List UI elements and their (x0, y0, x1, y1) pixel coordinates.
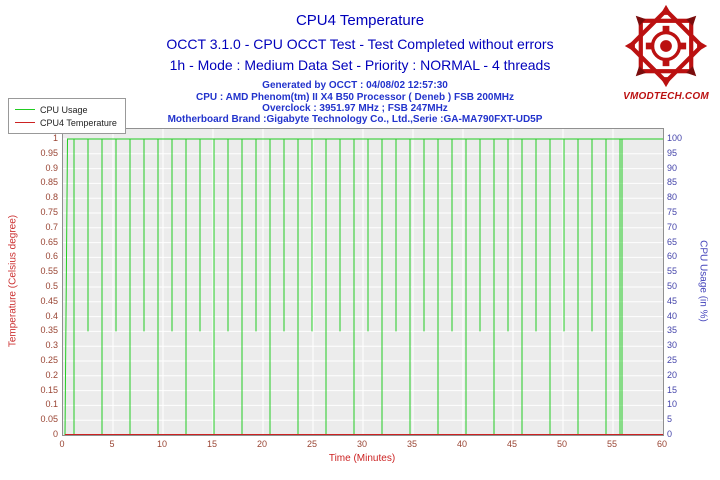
tick-left-label: 0.7 (45, 221, 58, 232)
y-left-axis-title: Temperature (Celsius degree) (7, 214, 19, 348)
tick-left-label: 0.85 (40, 177, 58, 188)
tick-right-label: 85 (667, 177, 678, 188)
cpu-usage-line (64, 138, 663, 435)
tick-right-label: 30 (667, 340, 678, 351)
tick-left-label: 0.3 (45, 340, 58, 351)
tick-x-label: 25 (306, 439, 317, 449)
tick-left-label: 0.65 (40, 236, 58, 247)
plot-area (62, 128, 664, 436)
tick-x-label: 35 (406, 439, 417, 449)
tick-right-label: 75 (667, 207, 678, 217)
vmodtech-logo-text: VMODTECH.COM (623, 91, 709, 102)
tick-right-label: 95 (667, 147, 678, 158)
tick-x-label: 0 (59, 439, 65, 449)
tick-left-label: 0.1 (45, 399, 58, 410)
tick-left-label: 0.15 (40, 384, 58, 395)
tick-right-label: 35 (667, 325, 678, 336)
tick-right-label: 70 (667, 221, 678, 232)
tick-right-label: 10 (667, 399, 678, 410)
tick-left-label: 0.55 (40, 266, 58, 277)
tick-left-label: 0.4 (45, 310, 58, 321)
x-axis-title: Time (Minutes) (328, 453, 396, 464)
tick-left-label: 1 (52, 133, 58, 143)
tick-left-label: 0.25 (40, 355, 58, 365)
tick-x-label: 15 (206, 439, 217, 449)
legend-item-cpu-usage: CPU Usage (15, 103, 117, 116)
tick-left-label: 0.35 (40, 325, 58, 336)
tick-x-label: 40 (456, 439, 467, 449)
tick-right-label: 50 (667, 281, 678, 291)
tick-right-label: 0 (667, 429, 673, 439)
cpu4-temperature-line-swatch (15, 122, 35, 123)
tick-x-label: 55 (606, 439, 617, 449)
tick-left-label: 0.6 (45, 251, 58, 262)
cpu-usage-line-swatch (15, 109, 35, 110)
info-overclock: Overclock : 3951.97 MHz ; FSB 247MHz (262, 103, 448, 114)
tick-left-label: 0.2 (45, 369, 58, 380)
tick-x-label: 30 (356, 439, 367, 449)
legend-label-cpu-usage: CPU Usage (40, 104, 88, 115)
y-right-axis-title: CPU Usage (in %) (697, 240, 709, 322)
tick-right-label: 55 (667, 266, 678, 277)
tick-x-label: 10 (156, 439, 167, 449)
tick-left-label: 0 (52, 429, 58, 439)
tick-left-label: 0.5 (45, 281, 58, 291)
tick-left-label: 0.75 (40, 207, 58, 217)
tick-right-label: 80 (667, 192, 678, 203)
tick-x-label: 5 (109, 439, 115, 449)
tick-right-label: 100 (667, 133, 683, 143)
legend-label-cpu4-temperature: CPU4 Temperature (40, 117, 117, 128)
tick-x-label: 20 (256, 439, 267, 449)
info-cpu: CPU : AMD Phenom(tm) II X4 B50 Processor… (195, 92, 515, 103)
tick-right-label: 65 (667, 236, 678, 247)
tick-x-label: 60 (656, 439, 667, 449)
legend-item-cpu4-temperature: CPU4 Temperature (15, 116, 117, 129)
tick-left-label: 0.9 (45, 162, 58, 173)
tick-right-label: 20 (667, 369, 678, 380)
chart-title: CPU4 Temperature (295, 12, 425, 29)
info-motherboard: Motherboard Brand :Gigabyte Technology C… (167, 114, 543, 125)
tick-x-label: 45 (506, 439, 517, 449)
tick-x-label: 50 (556, 439, 567, 449)
tick-left-label: 0.95 (40, 147, 58, 158)
tick-right-label: 60 (667, 251, 678, 262)
plot-canvas (63, 129, 663, 435)
tick-left-label: 0.05 (40, 414, 58, 425)
chart-legend: CPU Usage CPU4 Temperature (8, 98, 126, 134)
chart-subtitle-test: OCCT 3.1.0 - CPU OCCT Test - Test Comple… (166, 36, 554, 52)
tick-right-label: 5 (667, 414, 673, 425)
chart-subtitle-mode: 1h - Mode : Medium Data Set - Priority :… (169, 57, 551, 73)
tick-left-label: 0.45 (40, 295, 58, 306)
tick-right-label: 45 (667, 295, 678, 306)
tick-right-label: 40 (667, 310, 678, 321)
tick-right-label: 15 (667, 384, 678, 395)
tick-left-label: 0.8 (45, 192, 58, 203)
vmodtech-emblem-icon (624, 4, 708, 88)
tick-right-label: 90 (667, 162, 678, 173)
tick-right-label: 25 (667, 355, 678, 365)
vmodtech-logo: VMODTECH.COM (616, 4, 716, 108)
info-generated-by: Generated by OCCT : 04/08/02 12:57:30 (262, 80, 448, 91)
